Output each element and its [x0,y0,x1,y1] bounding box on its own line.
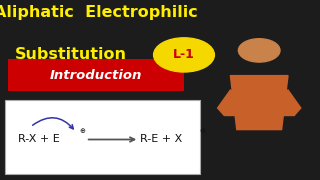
Text: L-1: L-1 [173,48,195,61]
FancyBboxPatch shape [198,0,320,180]
Text: Substitution: Substitution [14,47,126,62]
Polygon shape [218,90,250,115]
Circle shape [154,38,214,72]
Polygon shape [230,76,288,130]
Polygon shape [269,90,301,115]
Text: ⊕: ⊕ [79,128,85,134]
FancyBboxPatch shape [8,59,184,91]
Polygon shape [224,101,294,115]
Text: ⊖: ⊖ [200,128,205,134]
FancyBboxPatch shape [5,100,200,174]
Text: R-X + E: R-X + E [18,134,59,145]
Text: R-E + X: R-E + X [140,134,182,145]
FancyArrowPatch shape [33,118,73,129]
Text: Aliphatic  Electrophilic: Aliphatic Electrophilic [0,5,198,20]
Text: Introduction: Introduction [50,69,142,82]
Circle shape [238,39,280,62]
